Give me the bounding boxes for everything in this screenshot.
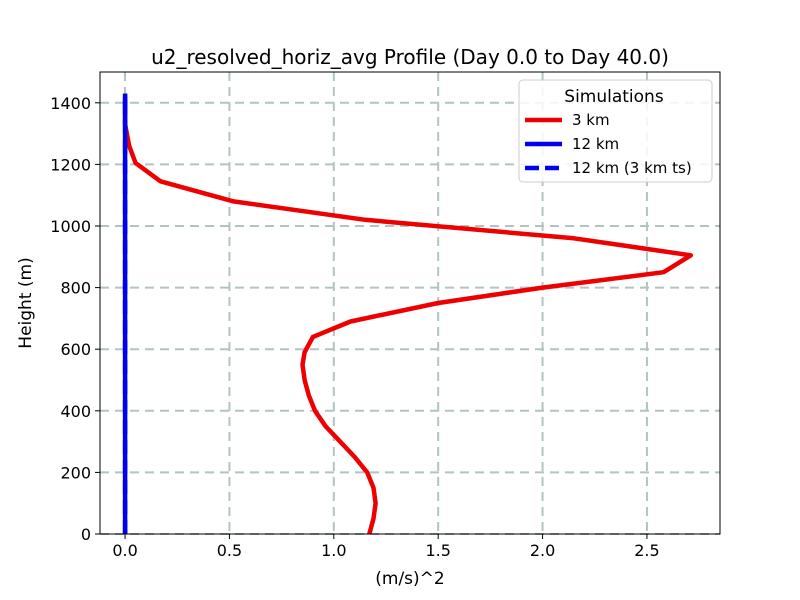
legend-label: 12 km <box>572 135 619 153</box>
x-tick-label: 1.0 <box>321 541 346 560</box>
y-tick-label: 200 <box>60 463 91 482</box>
legend: Simulations 3 km 12 km 12 km (3 km ts) <box>518 79 713 183</box>
legend-entries: 3 km 12 km 12 km (3 km ts) <box>525 111 692 177</box>
y-tick-label: 1200 <box>50 155 91 174</box>
legend-box <box>518 79 713 183</box>
x-tick-label: 0.5 <box>217 541 242 560</box>
legend-label: 12 km (3 km ts) <box>572 159 692 177</box>
y-axis: 0 200 400 600 800 1000 1200 1400 <box>50 94 100 544</box>
y-axis-label: Height (m) <box>16 257 36 348</box>
y-tick-label: 1000 <box>50 217 91 236</box>
x-tick-label: 1.5 <box>425 541 450 560</box>
legend-title: Simulations <box>564 87 664 107</box>
y-tick-label: 400 <box>60 402 91 421</box>
y-tick-label: 800 <box>60 279 91 298</box>
series-line-3-km <box>122 96 694 535</box>
x-tick-label: 0.0 <box>112 541 137 560</box>
plot-frame <box>99 71 721 535</box>
y-tick-label: 0 <box>81 525 91 544</box>
y-tick-label: 600 <box>60 340 91 359</box>
chart-title: u2_resolved_horiz_avg Profile (Day 0.0 t… <box>151 45 669 69</box>
y-tick-label: 1400 <box>50 94 91 113</box>
x-axis-label: (m/s)^2 <box>375 569 444 589</box>
x-tick-label: 2.5 <box>634 541 659 560</box>
x-tick-label: 2.0 <box>530 541 555 560</box>
legend-label: 3 km <box>572 111 610 129</box>
series-layer <box>122 93 694 535</box>
x-axis: 0.0 0.5 1.0 1.5 2.0 2.5 <box>112 534 660 560</box>
